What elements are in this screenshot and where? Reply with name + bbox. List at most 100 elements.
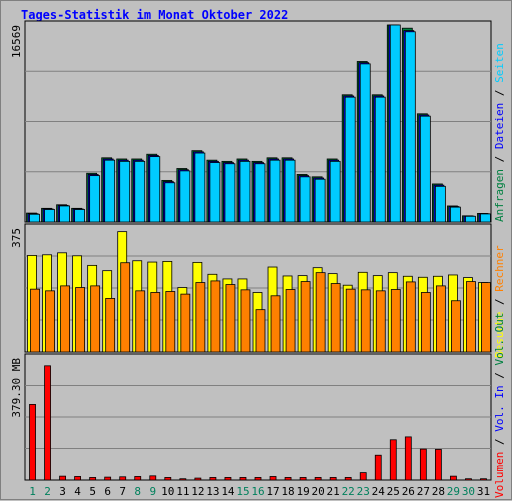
bar-volumen-15 [239, 477, 247, 481]
bar-volumen-25 [389, 439, 397, 481]
bar-rechner-11 [180, 293, 191, 353]
legend-entry-seiten: Seiten [493, 43, 506, 83]
bar-seiten-9 [149, 156, 161, 223]
bar-seiten-21 [329, 160, 341, 223]
x-tick-label: 7 [119, 485, 126, 498]
bar-seiten-16 [254, 163, 266, 223]
x-tick-label: 29 [447, 485, 460, 498]
bar-rechner-30 [466, 281, 476, 353]
x-tick-label: 26 [402, 485, 415, 498]
legend-entry-volumen: Volumen [493, 452, 506, 498]
bar-seiten-10 [164, 182, 176, 223]
x-tick-label: 18 [281, 485, 294, 498]
bar-rechner-27 [420, 292, 431, 353]
bar-volumen-29 [450, 475, 457, 481]
legend-volume: Volumen / Vol. In / Vol. Out [493, 313, 506, 498]
x-tick-label: 10 [161, 485, 174, 498]
bar-rechner-12 [195, 282, 206, 353]
bar-seiten-28 [434, 185, 446, 223]
bar-volumen-2 [44, 365, 51, 481]
legend-separator: / [493, 149, 506, 169]
legend-entry-rechner: Rechner [493, 245, 506, 292]
bar-seiten-30 [465, 215, 476, 223]
legend-separator: / [493, 83, 506, 103]
bar-volumen-4 [74, 476, 82, 481]
x-tick-label: 9 [149, 485, 156, 498]
bar-rechner-8 [135, 290, 146, 353]
bar-seiten-24 [374, 96, 386, 223]
x-tick-label: 8 [134, 485, 141, 498]
bar-rechner-10 [165, 291, 176, 353]
bar-rechner-15 [240, 289, 251, 353]
bar-rechner-7 [120, 262, 131, 353]
bar-rechner-17 [270, 295, 281, 353]
bar-volumen-31 [480, 478, 487, 481]
bar-seiten-17 [269, 159, 281, 223]
x-tick-label: 17 [266, 485, 279, 498]
bar-seiten-11 [179, 170, 191, 223]
bar-volumen-3 [59, 475, 66, 481]
bar-seiten-2 [44, 209, 55, 223]
bar-volumen-6 [104, 476, 112, 481]
bar-seiten-31 [480, 213, 491, 223]
bar-rechner-21 [330, 283, 341, 353]
ymax-label-requests: 16569 [10, 25, 23, 58]
bar-seiten-19 [299, 176, 311, 223]
bar-seiten-15 [239, 160, 251, 223]
bar-rechner-13 [210, 280, 221, 353]
bar-rechner-1 [30, 288, 40, 353]
x-tick-label: 2 [44, 485, 51, 498]
bar-seiten-4 [74, 209, 86, 223]
x-tick-label: 16 [251, 485, 264, 498]
bar-seiten-27 [419, 115, 431, 223]
bar-rechner-28 [435, 285, 446, 353]
bar-seiten-29 [450, 206, 461, 223]
bar-volumen-18 [284, 477, 292, 481]
x-tick-label: 31 [477, 485, 490, 498]
x-tick-label: 22 [342, 485, 355, 498]
x-tick-label: 19 [296, 485, 309, 498]
x-tick-label: 27 [417, 485, 430, 498]
legend-separator: / [493, 432, 506, 452]
x-tick-label: 28 [432, 485, 445, 498]
x-tick-label: 13 [206, 485, 219, 498]
bar-volumen-14 [224, 477, 232, 481]
x-tick-label: 15 [236, 485, 249, 498]
legend-entry-vol-in: Vol. In [493, 385, 506, 431]
ymax-label-volume: 379.30 MB [10, 358, 23, 418]
bar-rechner-3 [60, 285, 70, 353]
chart-title: Tages-Statistik im Monat Oktober 2022 [21, 8, 289, 22]
bar-rechner-18 [285, 289, 296, 353]
bar-seiten-22 [344, 96, 356, 223]
bar-rechner-6 [105, 298, 116, 353]
x-tick-label: 3 [59, 485, 66, 498]
bar-rechner-25 [390, 289, 401, 353]
bar-volumen-1 [29, 404, 36, 481]
bar-rechner-22 [345, 288, 356, 353]
x-tick-label: 6 [104, 485, 111, 498]
x-tick-label: 11 [176, 485, 189, 498]
bar-rechner-24 [375, 290, 386, 353]
bar-seiten-20 [314, 178, 326, 223]
ymax-label-visits: 375 [10, 228, 23, 248]
bar-volumen-8 [134, 476, 142, 481]
x-tick-label: 21 [327, 485, 340, 498]
bar-volumen-12 [194, 477, 202, 481]
bar-rechner-9 [150, 292, 161, 353]
bar-seiten-25 [389, 24, 401, 223]
bar-rechner-14 [225, 284, 236, 353]
bar-seiten-7 [119, 160, 131, 223]
bar-seiten-23 [359, 63, 371, 223]
bar-rechner-26 [405, 281, 416, 353]
bar-rechner-16 [255, 309, 266, 353]
legend-requests: Anfragen / Dateien / Seiten [493, 43, 506, 222]
bar-volumen-20 [314, 477, 322, 481]
bar-volumen-26 [404, 436, 412, 481]
x-tick-label: 20 [312, 485, 325, 498]
x-tick-label: 5 [89, 485, 96, 498]
bar-volumen-27 [419, 448, 427, 481]
bar-seiten-13 [209, 162, 221, 223]
bar-rechner-29 [451, 300, 461, 353]
